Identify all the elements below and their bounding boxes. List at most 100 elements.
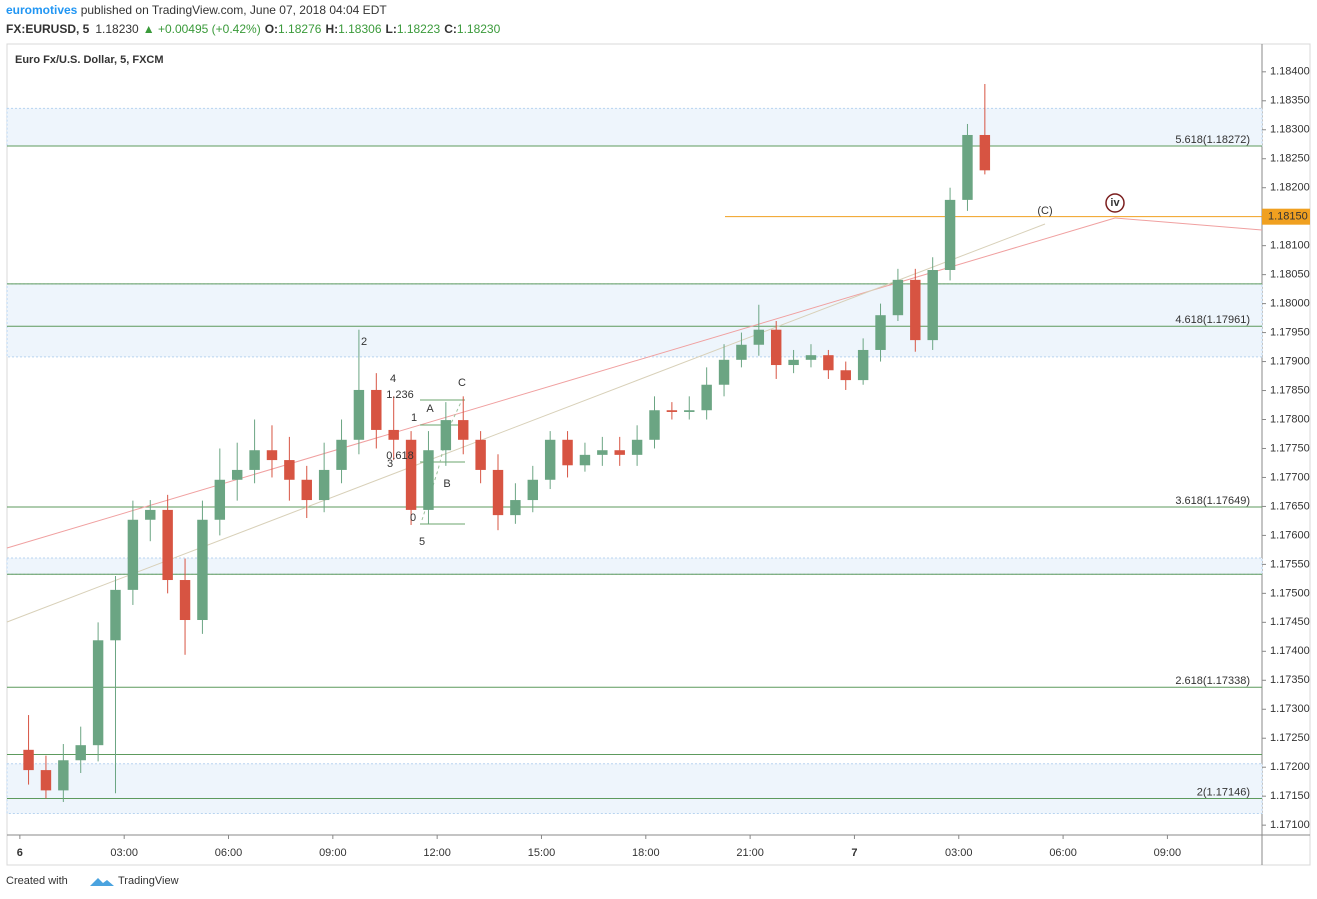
footer-brand[interactable]: TradingView <box>118 875 179 887</box>
y-tick-label: 1.17900 <box>1270 355 1310 367</box>
candle-body <box>736 344 747 360</box>
zone <box>6 107 1263 147</box>
candle-body <box>684 410 695 412</box>
ohlc-value: 1.18306 <box>338 22 382 36</box>
x-tick-label: 15:00 <box>528 847 556 859</box>
header-line-2: FX:EURUSD, 5 1.18230 ▲ +0.00495 (+0.42%) O:… <box>6 22 501 36</box>
symbol: FX:EURUSD, 5 <box>6 22 90 36</box>
y-tick-label: 1.17250 <box>1270 732 1310 744</box>
x-tick-label: 03:00 <box>945 847 973 859</box>
y-tick-label: 1.17850 <box>1270 384 1310 396</box>
wave-label: 0.618 <box>386 450 414 462</box>
y-tick-label: 1.17950 <box>1270 326 1310 338</box>
trend-line <box>6 223 1046 623</box>
candle-body <box>197 519 208 621</box>
candle-body <box>649 410 660 440</box>
y-tick-label: 1.17100 <box>1270 819 1310 831</box>
wave-label: 1.236 <box>386 389 414 401</box>
fib-level-label: 4.618(1.17961) <box>1175 314 1250 326</box>
candle-body <box>510 500 521 516</box>
wave-label: 3 <box>387 458 393 470</box>
wave-label: 2 <box>361 336 367 348</box>
wave-label: C <box>458 377 466 389</box>
candle-body <box>527 479 539 501</box>
fib-level-label: 2(1.17146) <box>1197 786 1250 798</box>
fib-level-label: 2.618(1.17338) <box>1175 675 1250 687</box>
logo <box>90 878 114 886</box>
candle-body <box>75 745 86 761</box>
candle-body <box>231 469 243 480</box>
candle-body <box>805 355 817 360</box>
candle-body <box>127 519 139 590</box>
ohlc-value: 1.18276 <box>278 22 322 36</box>
ohlc-label: H: <box>325 22 338 36</box>
candle-body <box>92 640 104 746</box>
wave-label: 4 <box>390 373 396 385</box>
zone <box>6 557 1263 575</box>
x-tick-label: 03:00 <box>110 847 138 859</box>
candle-body <box>405 439 417 510</box>
y-tick-label: 1.18300 <box>1270 124 1310 136</box>
candle-body <box>770 329 782 366</box>
candle-body <box>857 349 869 381</box>
candle-body <box>962 134 973 200</box>
candle-body <box>910 279 921 341</box>
y-tick-label: 1.17450 <box>1270 616 1310 628</box>
x-tick-label: 09:00 <box>319 847 347 859</box>
y-tick-label: 1.17550 <box>1270 558 1310 570</box>
candle-body <box>823 355 834 371</box>
candle-body <box>718 359 730 385</box>
candle-body <box>753 329 765 345</box>
x-tick-label: 6 <box>17 847 23 859</box>
candle-body <box>631 439 643 455</box>
y-tick-label: 1.18000 <box>1270 298 1310 310</box>
candle-body <box>371 389 382 430</box>
y-tick-label: 1.18250 <box>1270 153 1310 165</box>
trend-line <box>1114 217 1263 231</box>
y-tick-label: 1.17750 <box>1270 442 1310 454</box>
zone <box>6 283 1263 358</box>
y-tick-label: 1.17300 <box>1270 703 1310 715</box>
y-tick-label: 1.17400 <box>1270 645 1310 657</box>
ohlc-value: 1.18223 <box>397 22 441 36</box>
y-tick-label: 1.17500 <box>1270 587 1310 599</box>
x-tick-label: 18:00 <box>632 847 660 859</box>
candle-body <box>266 450 278 461</box>
candle-body <box>353 389 365 440</box>
candle-body <box>179 580 191 621</box>
candle-body <box>597 450 608 455</box>
x-tick-label: 12:00 <box>423 847 451 859</box>
change: ▲ +0.00495 (+0.42%) <box>143 22 261 36</box>
candle-body <box>58 760 69 791</box>
candle-body <box>892 279 904 316</box>
wave-label: B <box>443 478 450 490</box>
ohlc-label: O: <box>265 22 278 36</box>
candle-body <box>979 134 991 171</box>
y-tick-label: 1.18100 <box>1270 240 1310 252</box>
ohlc-label: C: <box>444 22 457 36</box>
published: published on TradingView.com, June 07, 2… <box>81 3 388 17</box>
candle-body <box>666 410 678 412</box>
author[interactable]: euromotives <box>6 3 78 17</box>
candle-body <box>579 454 591 466</box>
wave-label: 0 <box>410 512 416 524</box>
candle-body <box>110 589 121 641</box>
candle-body <box>423 450 434 510</box>
wave-label: iv <box>1110 197 1120 209</box>
candle-body <box>875 315 886 350</box>
candle-body <box>145 509 156 520</box>
candle-body <box>249 450 260 470</box>
candle-body <box>301 479 312 501</box>
wave-label: A <box>426 403 434 415</box>
candle-body <box>840 370 851 381</box>
wave-label: 1 <box>411 412 417 424</box>
fib-level-label: 3.618(1.17649) <box>1175 495 1250 507</box>
candle-body <box>162 509 173 581</box>
candle-body <box>544 439 556 480</box>
y-tick-label: 1.18400 <box>1270 66 1310 78</box>
x-tick-label: 7 <box>851 847 857 859</box>
candle-body <box>40 770 52 791</box>
y-tick-label: 1.17700 <box>1270 471 1310 483</box>
candle-body <box>614 450 625 455</box>
